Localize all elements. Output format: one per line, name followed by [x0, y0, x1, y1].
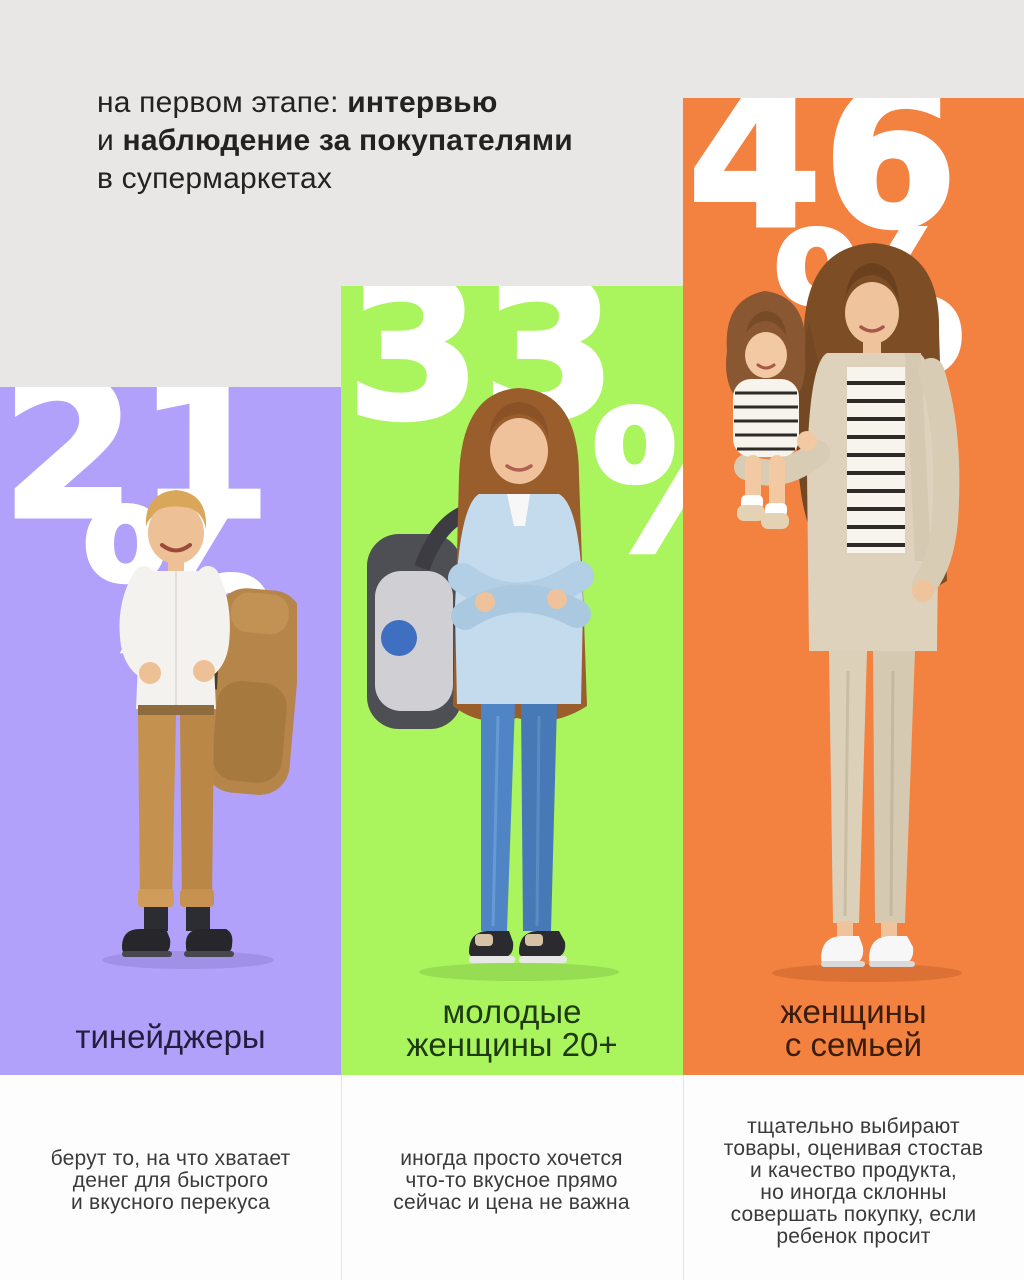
photo-teen-boy: [102, 490, 297, 969]
value-women-with-family: 46: [685, 98, 960, 271]
percent-sign-young-women: %: [588, 385, 683, 582]
title-text: в супермаркетах: [97, 162, 333, 195]
description-teenagers: берут то, на что хватает денег для быстр…: [50, 1147, 291, 1214]
description-young-women: иногда просто хочется что-то вкусное пря…: [393, 1147, 630, 1214]
page-title: на первом этапе: интервью и наблюдение з…: [97, 84, 573, 198]
title-text-bold: интервью: [347, 86, 498, 119]
photo-woman-with-child: [726, 243, 962, 982]
value-teenagers: 21: [0, 387, 274, 562]
title-text: на первом этапе:: [97, 86, 348, 119]
title-text-bold: наблюдение за покупателями: [122, 124, 573, 157]
bar-women-with-family: 46 %: [683, 98, 1024, 1075]
label-women-with-family: женщины с семьей: [780, 993, 927, 1063]
divider: [341, 1075, 342, 1280]
label-teenagers: тинейджеры: [75, 1018, 266, 1055]
bar-young-women: 33 %: [341, 286, 683, 1075]
photo-young-woman: [367, 388, 619, 981]
title-text: и: [97, 124, 123, 157]
bar-teenagers: 21 %: [0, 387, 341, 1075]
description-women-with-family: тщательно выбирают товары, оценивая стос…: [723, 1115, 984, 1248]
label-young-women: молодые женщины 20+: [406, 993, 618, 1063]
descriptions-panel: берут то, на что хватает денег для быстр…: [0, 1075, 1024, 1280]
divider: [683, 1075, 684, 1280]
